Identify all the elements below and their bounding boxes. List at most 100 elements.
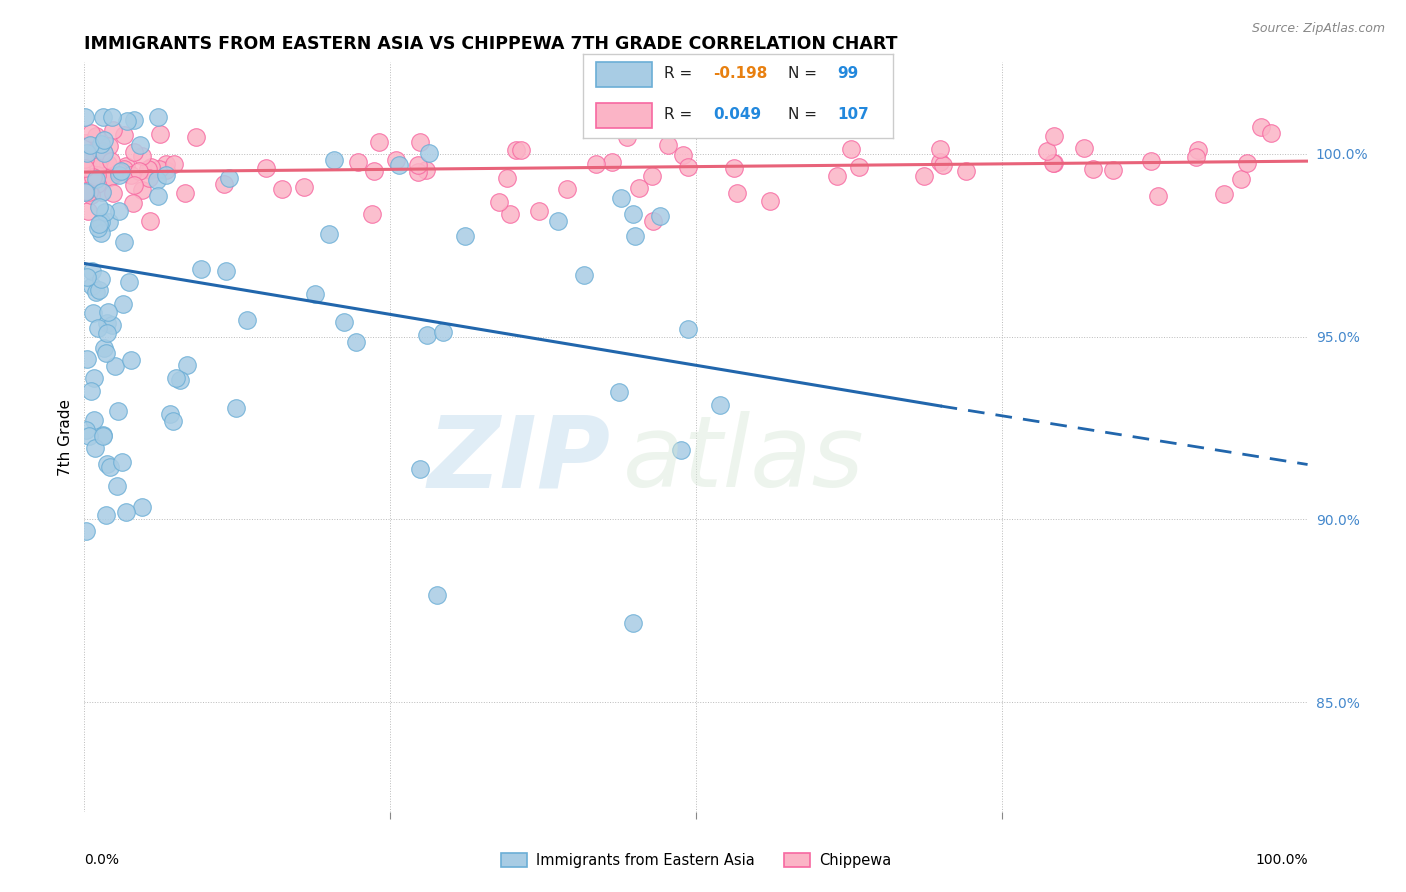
Point	[96, 326, 118, 340]
Point	[76, 146, 98, 161]
Point	[90, 136, 112, 151]
Point	[650, 209, 672, 223]
Point	[77, 204, 100, 219]
Point	[363, 164, 385, 178]
Point	[610, 191, 633, 205]
Point	[432, 326, 454, 340]
Point	[488, 195, 510, 210]
Point	[955, 164, 977, 178]
Point	[176, 358, 198, 372]
Point	[848, 160, 870, 174]
Point	[108, 168, 131, 182]
Point	[108, 204, 131, 219]
Point	[214, 177, 236, 191]
Point	[77, 429, 100, 443]
Point	[169, 373, 191, 387]
Point	[122, 145, 145, 160]
Text: Source: ZipAtlas.com: Source: ZipAtlas.com	[1251, 22, 1385, 36]
Point	[415, 163, 437, 178]
Point	[839, 142, 862, 156]
Point	[112, 235, 135, 249]
Point	[82, 306, 104, 320]
Point	[723, 161, 745, 175]
Point	[84, 172, 107, 186]
Point	[186, 130, 208, 145]
Point	[1073, 141, 1095, 155]
Point	[929, 142, 952, 156]
Point	[505, 143, 527, 157]
Point	[75, 184, 97, 198]
Point	[347, 155, 370, 169]
Point	[112, 297, 135, 311]
Point	[509, 143, 531, 157]
Point	[1213, 186, 1236, 201]
Point	[425, 588, 447, 602]
Point	[163, 157, 186, 171]
Point	[94, 345, 117, 359]
Point	[929, 154, 952, 169]
Point	[100, 169, 122, 184]
Point	[1043, 155, 1066, 169]
Point	[94, 204, 117, 219]
Point	[84, 285, 107, 299]
Point	[148, 161, 170, 176]
Point	[94, 508, 117, 523]
Point	[529, 203, 551, 218]
Point	[75, 524, 97, 538]
Point	[87, 217, 110, 231]
Point	[825, 169, 848, 183]
Point	[84, 128, 107, 143]
Point	[86, 320, 108, 334]
Point	[146, 110, 169, 124]
Point	[87, 220, 110, 235]
Point	[190, 262, 212, 277]
Point	[75, 185, 97, 199]
Point	[408, 135, 430, 149]
Point	[80, 384, 103, 399]
Point	[588, 115, 610, 129]
Point	[114, 505, 136, 519]
Point	[120, 169, 142, 183]
Point	[146, 173, 169, 187]
Point	[91, 145, 114, 159]
Point	[138, 171, 160, 186]
Point	[129, 138, 152, 153]
Point	[304, 286, 326, 301]
Point	[114, 162, 136, 177]
Point	[83, 441, 105, 455]
Point	[87, 283, 110, 297]
Point	[73, 110, 96, 124]
Point	[131, 149, 153, 163]
Point	[83, 371, 105, 385]
Point	[912, 169, 935, 183]
Point	[79, 138, 101, 153]
Point	[131, 183, 153, 197]
Point	[97, 305, 120, 319]
Point	[600, 155, 623, 169]
Point	[83, 413, 105, 427]
Point	[93, 341, 115, 355]
Point	[165, 371, 187, 385]
Point	[75, 152, 97, 166]
Point	[146, 188, 169, 202]
Point	[139, 162, 162, 177]
Point	[91, 185, 114, 199]
Point	[120, 352, 142, 367]
Point	[110, 164, 132, 178]
Point	[1139, 153, 1161, 168]
Point	[97, 139, 120, 153]
Point	[77, 186, 100, 200]
Point	[82, 170, 104, 185]
Point	[131, 500, 153, 515]
Point	[416, 327, 439, 342]
Text: N =: N =	[787, 107, 821, 122]
Point	[136, 162, 159, 177]
Point	[97, 156, 120, 170]
Text: R =: R =	[664, 66, 697, 81]
Point	[97, 214, 120, 228]
Point	[609, 384, 631, 399]
Point	[159, 407, 181, 421]
Point	[344, 334, 367, 349]
Point	[555, 181, 578, 195]
Point	[616, 129, 638, 144]
